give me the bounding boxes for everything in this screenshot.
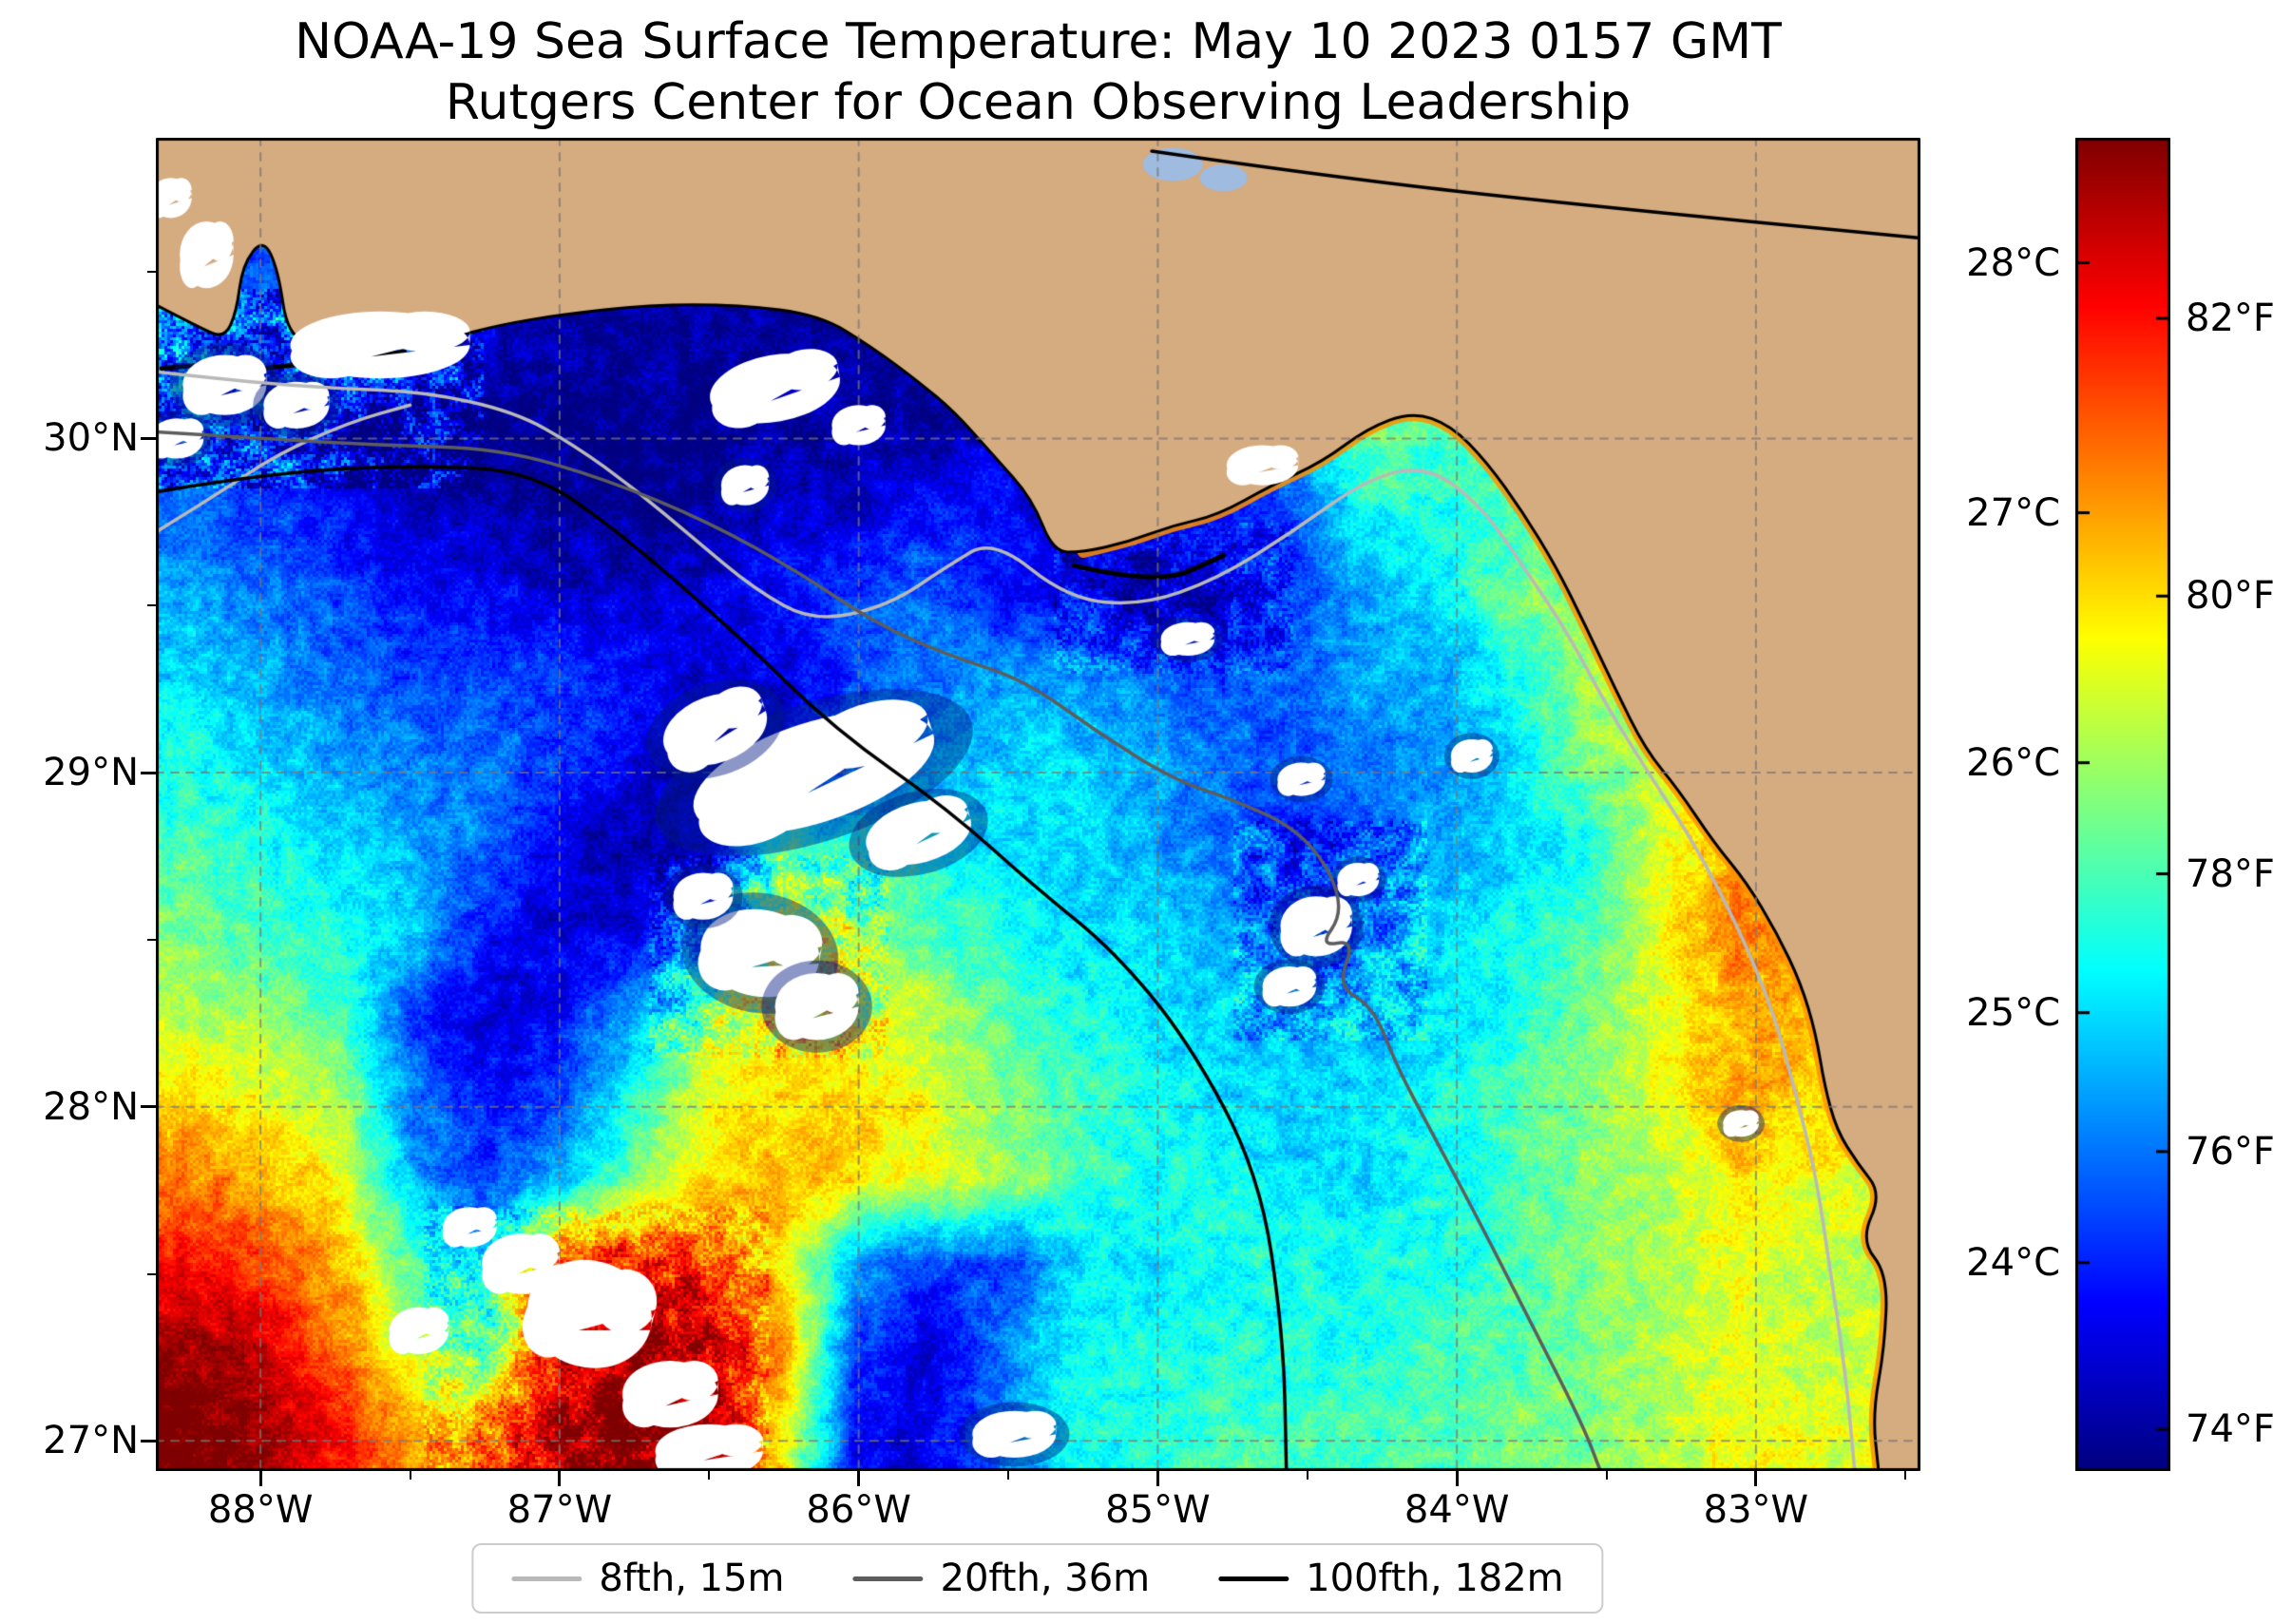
x-tick-label: 84°W [1404, 1488, 1510, 1532]
x-tick-mark [1455, 1471, 1459, 1486]
x-minor-tick-mark [1904, 1471, 1907, 1480]
y-minor-tick-mark [147, 604, 156, 607]
legend-item: 20fth, 36m [852, 1557, 1151, 1600]
colorbar-celsius-label: 27°C [1966, 490, 2060, 535]
legend-line-sample [852, 1576, 924, 1581]
legend-item: 8fth, 15m [511, 1557, 785, 1600]
colorbar-celsius-label: 26°C [1966, 740, 2060, 785]
y-tick-label: 27°N [43, 1419, 139, 1463]
x-tick-label: 86°W [806, 1488, 911, 1532]
y-tick-mark [141, 436, 156, 440]
x-tick-label: 88°W [207, 1488, 314, 1532]
x-minor-tick-mark [708, 1471, 711, 1480]
colorbar-celsius-label: 24°C [1966, 1240, 2060, 1285]
colorbar-canvas [2075, 138, 2170, 1471]
x-tick-mark [1156, 1471, 1159, 1486]
y-tick-mark [141, 1439, 156, 1442]
title-line-2: Rutgers Center for Ocean Observing Leade… [445, 74, 1632, 131]
legend-item: 100fth, 182m [1218, 1557, 1564, 1600]
x-tick-label: 87°W [506, 1488, 613, 1532]
y-tick-label: 30°N [43, 416, 139, 461]
y-tick-mark [141, 771, 156, 774]
colorbar-fahrenheit-label: 76°F [2186, 1129, 2275, 1174]
y-minor-tick-mark [147, 1272, 156, 1275]
title-line-1: NOAA-19 Sea Surface Temperature: May 10 … [295, 13, 1782, 70]
colorbar-fahrenheit-label: 74°F [2186, 1407, 2275, 1452]
legend-label: 100fth, 182m [1306, 1557, 1564, 1600]
depth-contour-legend: 8fth, 15m 20fth, 36m 100fth, 182m [471, 1543, 1604, 1614]
sst-map-canvas [156, 138, 1920, 1471]
colorbar-celsius-label: 28°C [1966, 240, 2060, 285]
legend-line-sample [511, 1576, 583, 1581]
figure-title: NOAA-19 Sea Surface Temperature: May 10 … [156, 11, 1920, 133]
x-minor-tick-mark [1306, 1471, 1308, 1480]
y-tick-label: 28°N [43, 1084, 139, 1129]
x-tick-mark [857, 1471, 861, 1486]
x-tick-label: 85°W [1105, 1488, 1211, 1532]
x-minor-tick-mark [1605, 1471, 1608, 1480]
colorbar-celsius-label: 25°C [1966, 990, 2060, 1035]
y-minor-tick-mark [147, 270, 156, 273]
x-tick-mark [1754, 1471, 1758, 1486]
colorbar-fahrenheit-label: 82°F [2186, 296, 2275, 340]
colorbar-fahrenheit-label: 78°F [2186, 851, 2275, 896]
y-tick-label: 29°N [43, 751, 139, 795]
x-tick-label: 83°W [1703, 1488, 1809, 1532]
x-minor-tick-mark [1007, 1471, 1010, 1480]
colorbar-fahrenheit-label: 80°F [2186, 574, 2275, 619]
y-minor-tick-mark [147, 938, 156, 941]
legend-line-sample [1218, 1576, 1289, 1581]
legend-label: 8fth, 15m [599, 1557, 785, 1600]
x-tick-mark [258, 1471, 262, 1486]
legend-label: 20fth, 36m [940, 1557, 1151, 1600]
y-tick-mark [141, 1105, 156, 1109]
x-minor-tick-mark [409, 1471, 411, 1480]
x-tick-mark [558, 1471, 562, 1486]
